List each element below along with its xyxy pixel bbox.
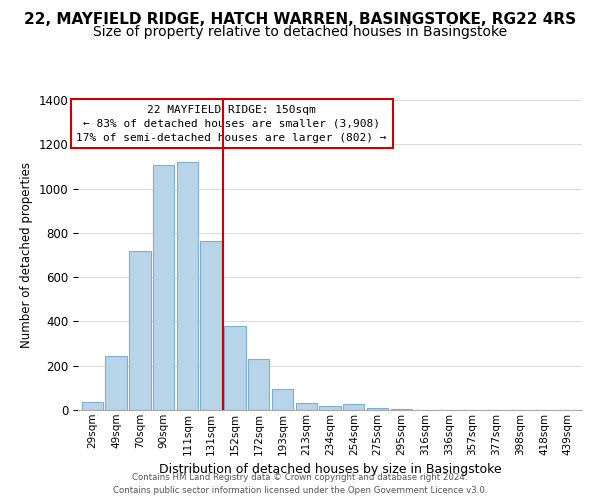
Bar bbox=[153, 166, 174, 410]
Bar bbox=[367, 408, 388, 410]
Bar bbox=[106, 356, 127, 410]
Bar bbox=[224, 326, 245, 410]
Bar bbox=[296, 403, 317, 410]
Bar bbox=[272, 389, 293, 410]
Text: Contains HM Land Registry data © Crown copyright and database right 2024.
Contai: Contains HM Land Registry data © Crown c… bbox=[113, 474, 487, 495]
Bar bbox=[82, 402, 103, 410]
X-axis label: Distribution of detached houses by size in Basingstoke: Distribution of detached houses by size … bbox=[158, 463, 502, 476]
Text: Size of property relative to detached houses in Basingstoke: Size of property relative to detached ho… bbox=[93, 25, 507, 39]
Y-axis label: Number of detached properties: Number of detached properties bbox=[20, 162, 33, 348]
Bar bbox=[129, 250, 151, 410]
Bar bbox=[343, 404, 364, 410]
Text: 22 MAYFIELD RIDGE: 150sqm
← 83% of detached houses are smaller (3,908)
17% of se: 22 MAYFIELD RIDGE: 150sqm ← 83% of detac… bbox=[76, 104, 387, 142]
Bar bbox=[200, 242, 222, 410]
Bar bbox=[248, 359, 269, 410]
Bar bbox=[319, 406, 341, 410]
Bar bbox=[391, 409, 412, 410]
Bar bbox=[176, 162, 198, 410]
Text: 22, MAYFIELD RIDGE, HATCH WARREN, BASINGSTOKE, RG22 4RS: 22, MAYFIELD RIDGE, HATCH WARREN, BASING… bbox=[24, 12, 576, 28]
